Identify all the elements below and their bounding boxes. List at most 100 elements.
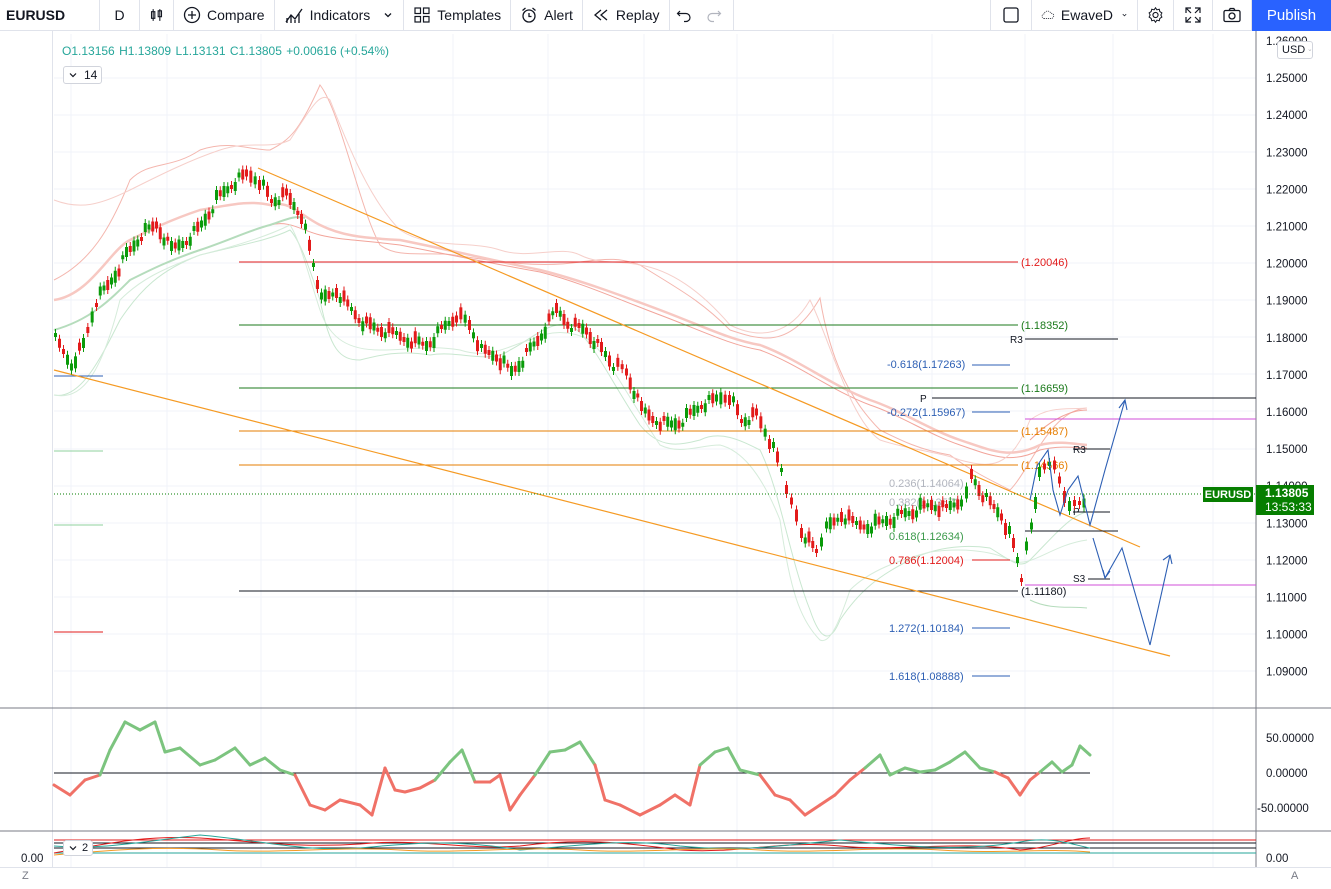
interval-button[interactable]: D — [100, 0, 140, 31]
alert-button[interactable]: Alert — [511, 0, 583, 31]
candle-body — [66, 354, 69, 365]
candle-body — [357, 318, 361, 323]
candle-body — [491, 350, 495, 361]
candle-body — [335, 288, 338, 298]
oscillator-segment — [488, 773, 502, 784]
candle-body — [768, 439, 771, 449]
compare-button[interactable]: Compare — [174, 0, 275, 31]
candle-body — [763, 428, 767, 437]
templates-label: Templates — [437, 7, 502, 23]
candle-body — [233, 182, 237, 191]
candle-body — [1008, 526, 1011, 534]
indicators-button[interactable]: Indicators — [275, 0, 405, 31]
pivot-label: R3 — [1073, 445, 1086, 456]
oscillator-segment — [918, 768, 937, 774]
candle-body — [843, 518, 847, 525]
candle-body — [95, 303, 98, 307]
settings-button[interactable] — [1138, 0, 1174, 31]
candle-body — [346, 299, 350, 307]
candle-body — [128, 246, 132, 252]
price-axis-label: 1.24000 — [1266, 110, 1308, 122]
candle-body — [406, 337, 410, 348]
candle-body — [604, 351, 607, 357]
high-value: H1.13809 — [119, 44, 172, 58]
candle-body — [625, 368, 628, 376]
publish-button[interactable]: Publish — [1252, 0, 1331, 31]
candle-body — [988, 496, 992, 506]
oscillator-segment — [153, 720, 167, 754]
pivot-label: R3 — [1010, 335, 1023, 346]
oscillator-segment — [83, 773, 102, 782]
candle-body — [643, 407, 647, 414]
candle-body — [632, 391, 636, 399]
fib-label: (1.18352) — [1021, 320, 1068, 332]
candle-body — [543, 326, 547, 339]
candle-body — [436, 326, 440, 334]
chart-type-button[interactable] — [140, 0, 174, 31]
candle-body — [681, 422, 685, 427]
candle-body — [188, 236, 192, 246]
candle-body — [361, 321, 365, 332]
symbol-search[interactable]: EURUSD — [0, 0, 100, 31]
price-axis-label: 1.21000 — [1266, 222, 1308, 234]
fib-label: (1.20046) — [1021, 257, 1068, 269]
candle-body — [304, 223, 307, 230]
price-axis[interactable]: 1.260001.250001.240001.230001.220001.210… — [1266, 36, 1308, 679]
square-icon — [1003, 7, 1019, 23]
layout-button[interactable]: EwaveD — [1032, 0, 1138, 31]
oscillator-segment — [773, 793, 792, 802]
candle-body — [688, 408, 692, 415]
candle-body — [249, 170, 253, 183]
candle-body — [192, 226, 196, 231]
candle-body — [203, 213, 207, 226]
oscillator-collapse-button[interactable]: 2 — [63, 840, 93, 856]
candle-body — [391, 327, 395, 335]
candle-body — [262, 179, 265, 186]
oscillator-segment — [978, 766, 997, 774]
oscillator-segment — [433, 760, 452, 782]
oscillator-segment — [726, 746, 742, 772]
zoom-reset-button[interactable]: Z — [22, 870, 29, 882]
candle-body — [58, 338, 61, 348]
candle-body — [922, 500, 926, 509]
candle-body — [316, 280, 319, 289]
candle-body — [155, 221, 158, 229]
oscillator-segment — [263, 756, 282, 772]
oscillator-segment — [278, 768, 297, 777]
osc-axis-label: 50.00000 — [1266, 733, 1314, 745]
candle-body — [113, 270, 117, 283]
candle-body — [528, 342, 532, 352]
candle-body — [1073, 500, 1076, 506]
osc2-axis-label: 0.00 — [1266, 853, 1288, 865]
candles-icon — [150, 9, 163, 21]
candle-body — [463, 314, 467, 323]
redo-button[interactable] — [700, 0, 734, 31]
candle-body — [1025, 541, 1028, 551]
oscillator-segment — [758, 773, 777, 797]
candle-body — [970, 469, 973, 479]
candle-body — [573, 317, 577, 327]
indicator-collapse-button[interactable]: 14 — [63, 66, 102, 84]
candle-body — [965, 486, 968, 499]
undo-button[interactable] — [670, 0, 700, 31]
currency-select[interactable]: USD — [1277, 41, 1313, 59]
replay-button[interactable]: Replay — [583, 0, 670, 31]
oscillator-segment — [888, 766, 907, 777]
candle-body — [428, 341, 432, 348]
auto-scale-button[interactable]: A — [1291, 870, 1299, 882]
fullscreen-toggle-button[interactable] — [990, 0, 1032, 31]
fullscreen-button[interactable] — [1174, 0, 1212, 31]
last-price: 1.13805 — [1265, 486, 1309, 500]
candle-body — [502, 355, 506, 364]
templates-button[interactable]: Templates — [404, 0, 512, 31]
candle-body — [166, 236, 170, 241]
price-axis-label: 1.09000 — [1266, 667, 1308, 679]
candle-body — [292, 202, 296, 210]
oscillator-segment — [618, 803, 642, 817]
candle-body — [820, 537, 823, 547]
candle-body — [1043, 463, 1046, 470]
candle-body — [832, 517, 836, 526]
snapshot-button[interactable] — [1212, 0, 1252, 31]
candle-body — [647, 409, 651, 421]
